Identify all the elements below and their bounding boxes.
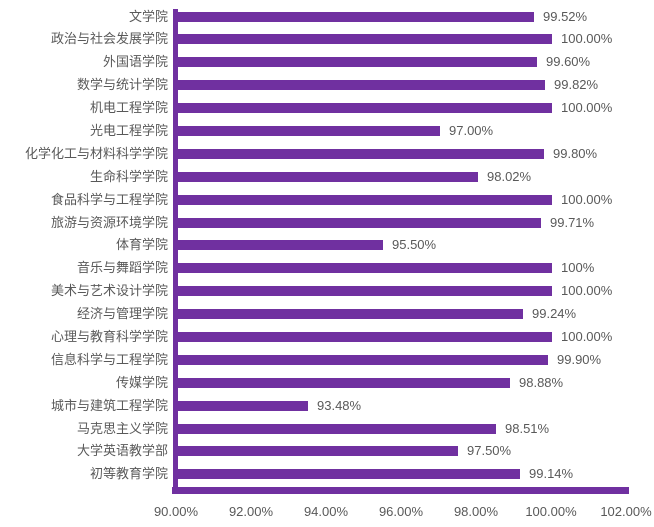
bar <box>177 378 510 388</box>
category-label: 传媒学院 <box>115 375 168 390</box>
bar <box>177 34 552 44</box>
category-label: 马克思主义学院 <box>76 421 168 436</box>
bar <box>177 218 541 228</box>
x-tick-label: 90.00% <box>153 504 199 519</box>
x-axis-line <box>172 487 629 494</box>
value-label: 98.51% <box>505 421 550 436</box>
category-label: 大学英语教学部 <box>76 443 168 458</box>
category-label: 生命科学学院 <box>89 169 168 184</box>
category-label: 城市与建筑工程学院 <box>50 398 168 413</box>
value-label: 100.00% <box>561 283 613 298</box>
value-label: 99.52% <box>543 9 588 24</box>
category-label: 旅游与资源环境学院 <box>50 215 168 230</box>
category-label: 外国语学院 <box>102 54 168 69</box>
value-label: 100.00% <box>561 192 613 207</box>
value-label: 99.71% <box>550 215 595 230</box>
category-label: 食品科学与工程学院 <box>50 192 168 207</box>
x-tick-label: 96.00% <box>378 504 424 519</box>
value-label: 100.00% <box>561 100 613 115</box>
value-label: 93.48% <box>317 398 362 413</box>
category-label: 政治与社会发展学院 <box>50 31 168 46</box>
x-tick-label: 102.00% <box>600 504 652 519</box>
y-axis-line <box>173 9 178 494</box>
bar <box>177 57 537 67</box>
value-label: 100.00% <box>561 31 613 46</box>
bar <box>177 309 523 319</box>
value-label: 99.24% <box>532 306 577 321</box>
value-label: 98.02% <box>487 169 532 184</box>
bar <box>177 149 544 159</box>
bar <box>177 424 496 434</box>
bar <box>177 126 440 136</box>
value-label: 99.14% <box>529 466 574 481</box>
category-label: 美术与艺术设计学院 <box>50 283 168 298</box>
x-tick-label: 94.00% <box>303 504 349 519</box>
category-label: 数学与统计学院 <box>76 77 168 92</box>
value-label: 100.00% <box>561 329 613 344</box>
value-label: 100% <box>561 260 595 275</box>
category-label: 机电工程学院 <box>89 100 168 115</box>
bar <box>177 195 552 205</box>
bar <box>177 103 552 113</box>
bar <box>177 355 548 365</box>
bar <box>177 80 545 90</box>
bar <box>177 286 552 296</box>
category-label: 体育学院 <box>115 237 168 252</box>
category-label: 经济与管理学院 <box>76 306 168 321</box>
value-label: 97.50% <box>467 443 512 458</box>
bar <box>177 469 520 479</box>
value-label: 99.60% <box>546 54 591 69</box>
bar <box>177 446 458 456</box>
value-label: 97.00% <box>449 123 494 138</box>
bar <box>177 401 308 411</box>
category-label: 信息科学与工程学院 <box>50 352 168 367</box>
x-tick-label: 98.00% <box>453 504 499 519</box>
x-tick-label: 100.00% <box>525 504 577 519</box>
category-label: 光电工程学院 <box>89 123 168 138</box>
category-label: 音乐与舞蹈学院 <box>76 260 168 275</box>
value-label: 95.50% <box>392 237 437 252</box>
value-label: 99.82% <box>554 77 599 92</box>
bar <box>177 332 552 342</box>
category-label: 初等教育学院 <box>89 466 168 481</box>
category-label: 文学院 <box>128 9 168 24</box>
bar <box>177 12 534 22</box>
category-label: 化学化工与材料科学学院 <box>24 146 168 161</box>
bar <box>177 240 383 250</box>
value-label: 99.80% <box>553 146 598 161</box>
bar <box>177 172 478 182</box>
value-label: 98.88% <box>519 375 564 390</box>
value-label: 99.90% <box>557 352 602 367</box>
bar <box>177 263 552 273</box>
x-tick-label: 92.00% <box>228 504 274 519</box>
category-label: 心理与教育科学学院 <box>50 329 168 344</box>
